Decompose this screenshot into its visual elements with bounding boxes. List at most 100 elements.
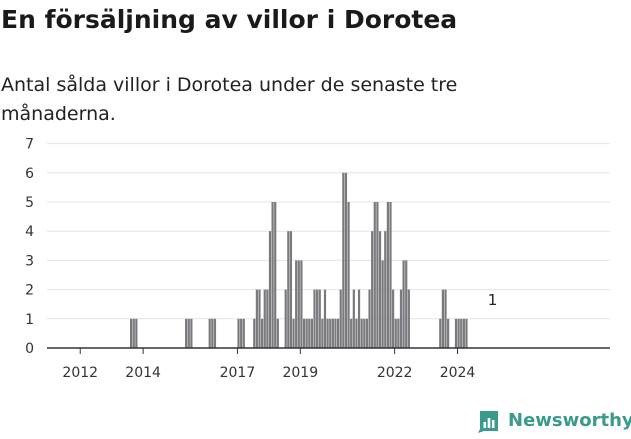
y-tick-label: 1 [25, 312, 34, 328]
bar [397, 318, 400, 348]
chart-subtitle: Antal sålda villor i Dorotea under de se… [1, 74, 458, 125]
bar [347, 202, 350, 348]
bar [185, 318, 188, 348]
bar [363, 318, 366, 348]
x-tick-label: 2019 [282, 365, 318, 381]
bar [360, 318, 363, 348]
brand-name: Newsworthy [508, 410, 631, 431]
newsworthy-chart-icon [478, 411, 498, 433]
bar [289, 231, 293, 348]
bar [444, 289, 447, 348]
y-tick-label: 3 [25, 253, 34, 269]
bar [292, 318, 295, 348]
bar [329, 318, 332, 348]
bar [295, 260, 298, 348]
y-tick-label: 5 [25, 195, 34, 211]
bar [352, 289, 355, 348]
bar [310, 318, 313, 348]
bar [386, 202, 389, 348]
bar [268, 231, 272, 348]
newsworthy-logo: Newsworthy [476, 409, 631, 433]
bar [378, 231, 382, 348]
gridlines [47, 143, 610, 320]
bar [321, 318, 324, 348]
x-axis-ticks: 2012 2014 2017 2019 2022 2024 [62, 348, 475, 381]
bar [240, 318, 243, 348]
bar [454, 318, 458, 348]
bar [462, 318, 465, 348]
bar [371, 231, 374, 348]
chart-title: En försäljning av villor i Dorotea [1, 5, 458, 34]
bar [263, 289, 266, 348]
bar [284, 289, 287, 348]
bar [274, 202, 277, 348]
bar [339, 289, 342, 348]
bar [271, 202, 274, 348]
y-tick-label: 4 [25, 224, 34, 240]
bar [399, 289, 403, 348]
bar [276, 318, 279, 348]
bar [326, 318, 329, 348]
bars [130, 172, 468, 348]
bar [402, 260, 405, 348]
bar [392, 289, 395, 348]
bar [258, 289, 261, 348]
bar [405, 260, 408, 348]
bar [208, 318, 211, 348]
x-tick-label: 2022 [377, 365, 413, 381]
bar [316, 289, 319, 348]
bar [373, 202, 376, 348]
bar [323, 289, 327, 348]
bar [313, 289, 316, 348]
bar [211, 318, 214, 348]
bar [355, 318, 358, 348]
bar [381, 260, 384, 348]
bar [132, 318, 135, 348]
y-tick-label: 2 [25, 283, 34, 299]
bar [460, 318, 463, 348]
bar [365, 318, 369, 348]
x-tick-label: 2012 [62, 365, 98, 381]
bar [350, 318, 353, 348]
x-tick-label: 2017 [220, 365, 256, 381]
bar [441, 289, 444, 348]
bar [187, 318, 190, 348]
bar [447, 318, 450, 348]
bar [357, 289, 361, 348]
bar [266, 289, 269, 348]
bar [130, 318, 133, 348]
bar [465, 318, 468, 348]
x-tick-label: 2014 [125, 365, 161, 381]
y-axis-tick-labels: 0 1 2 3 4 5 6 7 [25, 137, 34, 357]
bar [376, 202, 379, 348]
bar [384, 231, 387, 348]
bar [342, 172, 345, 348]
bar [337, 318, 340, 348]
bar [308, 318, 311, 348]
bar [237, 318, 240, 348]
bar [394, 318, 397, 348]
bar [253, 318, 256, 348]
bar [287, 231, 290, 348]
bar [300, 260, 303, 348]
y-tick-label: 7 [25, 137, 34, 153]
bar [190, 318, 193, 348]
bar [334, 318, 337, 348]
bar [213, 318, 217, 348]
bar [344, 172, 348, 348]
bar [242, 318, 245, 348]
y-tick-label: 6 [25, 166, 34, 182]
data-labels: 1 [488, 291, 498, 309]
bar [331, 318, 334, 348]
bar [368, 289, 371, 348]
bar [297, 260, 300, 348]
data-label: 1 [488, 291, 498, 309]
bar [305, 318, 308, 348]
bar [318, 289, 321, 348]
bar [255, 289, 258, 348]
bar [439, 318, 442, 348]
bar [407, 289, 410, 348]
y-tick-label: 0 [25, 341, 34, 357]
bar [457, 318, 460, 348]
